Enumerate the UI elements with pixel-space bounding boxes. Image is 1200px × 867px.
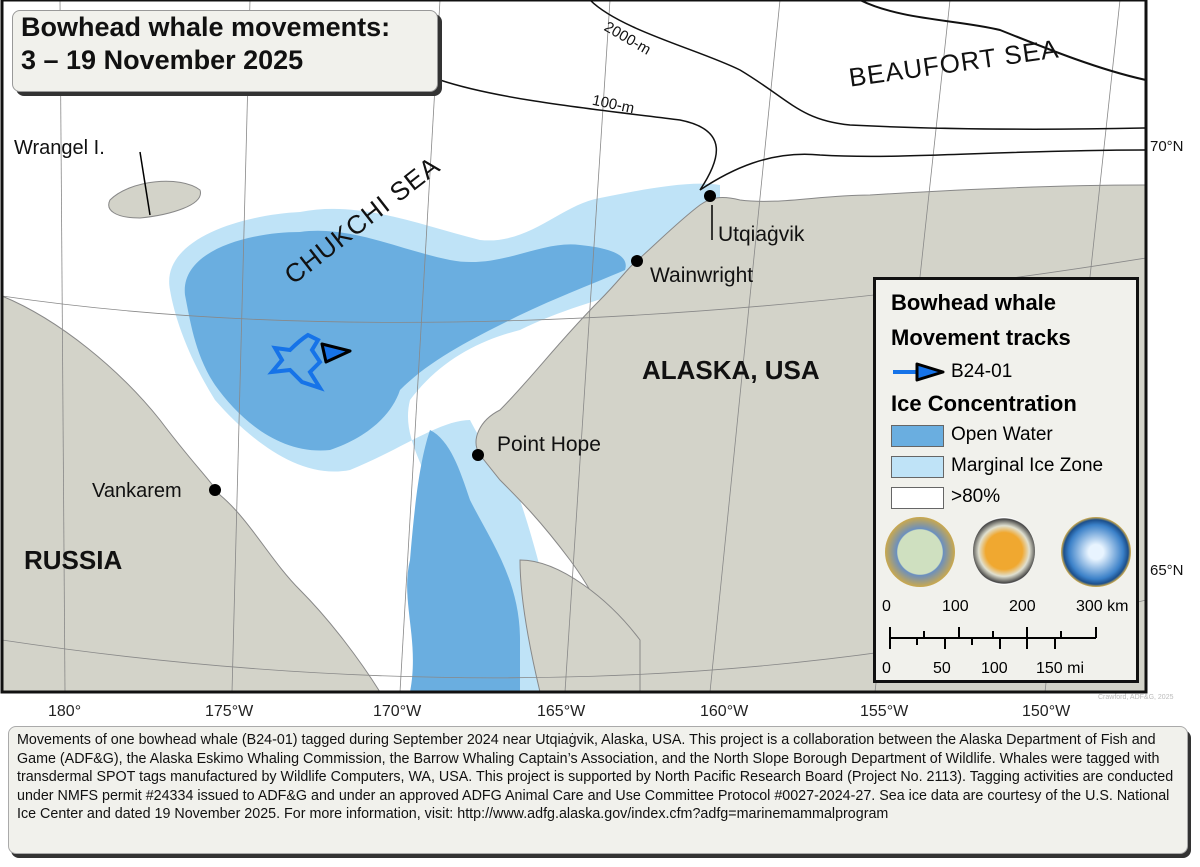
scale-mi-label: 150 mi [1036,660,1085,677]
depth-contours [439,0,1147,191]
scale-bar [889,627,1097,649]
label-vankarem: Vankarem [92,480,182,502]
scale-km-label: 300 km [1076,598,1129,615]
caption: Movements of one bowhead whale (B24-01) … [8,726,1188,854]
legend-heading: Bowhead whale [891,290,1057,315]
legend-heading: Ice Concentration [891,391,1077,416]
label-russia: RUSSIA [24,545,123,575]
swatch-sea-ice [891,487,944,509]
lon-label: 165°W [537,703,586,720]
label-wainwright: Wainwright [650,264,754,287]
lon-label: 150°W [1022,703,1071,720]
town-markers [209,190,716,496]
label-utqiagvik: Utqiaġvik [718,223,805,246]
wrangel-island [108,180,201,219]
legend-item: >80% [951,486,1001,507]
legend-heading: Movement tracks [891,325,1071,350]
lon-label: 155°W [860,703,909,720]
scale-km-label: 100 [942,598,969,615]
whale-track-b24-01 [267,332,325,392]
swatch-open-water [891,425,944,447]
open-water [184,230,626,451]
scale-mi-label: 100 [981,660,1008,677]
lon-label: 175°W [205,703,254,720]
scale-mi-label: 50 [933,660,951,677]
lon-label: 170°W [373,703,422,720]
open-water [407,430,520,692]
legend-item: Marginal Ice Zone [951,455,1104,476]
label-point-hope: Point Hope [497,433,601,456]
nprb-logo [1061,517,1131,587]
label-lat-65: 65°N [1150,562,1184,579]
adfg-logo [885,517,955,587]
label-alaska: ALASKA, USA [642,355,820,385]
scale-km-label: 0 [882,598,891,615]
label-lat-70: 70°N [1150,138,1184,155]
track-symbol-icon [893,362,945,382]
nsb-logo [973,517,1035,585]
map-title: Bowhead whale movements: 3 – 19 November… [12,10,438,92]
scale-km-label: 200 [1009,598,1036,615]
legend-item: Open Water [951,424,1053,445]
swatch-marginal-ice [891,456,944,478]
legend-track-label: B24-01 [951,361,1013,382]
lon-label: 180° [48,703,82,720]
map-credit: Crawford, ADF&G, 2025 [1098,694,1174,701]
scale-mi-label: 0 [882,660,891,677]
track-end-arrow [320,342,352,364]
land-russia [1,295,381,693]
lon-label: 160°W [700,703,749,720]
label-wrangel: Wrangel I. [14,137,105,159]
legend: Bowhead whale Movement tracks B24-01 Ice… [873,277,1139,683]
land-seward [519,559,641,693]
